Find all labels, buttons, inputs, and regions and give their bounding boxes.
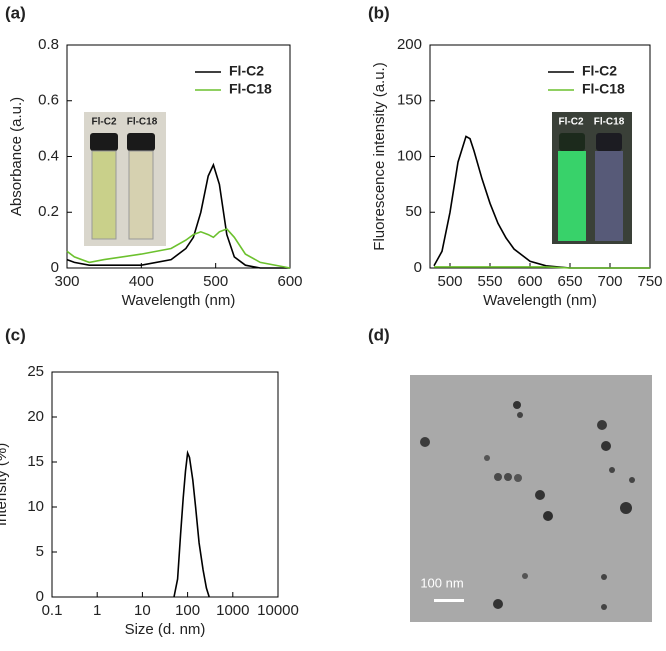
line-series — [434, 266, 650, 269]
x-tick-label: 650 — [557, 273, 582, 290]
x-tick-label: 600 — [277, 273, 302, 290]
y-tick-label: 0.2 — [38, 203, 59, 220]
x-tick-label: 600 — [517, 273, 542, 290]
y-tick-label: 15 — [27, 453, 44, 470]
x-tick-label: 400 — [129, 273, 154, 290]
x-tick-label: 700 — [597, 273, 622, 290]
inset-label: Fl-C18 — [594, 117, 625, 128]
legend-label: Fl-C18 — [582, 81, 625, 97]
y-axis-label: Fluorescence intensity (a.u.) — [371, 62, 388, 250]
x-tick-label: 500 — [203, 273, 228, 290]
x-tick-label: 1000 — [216, 602, 249, 619]
y-tick-label: 200 — [397, 36, 422, 53]
x-axis-label: Size (d. nm) — [125, 621, 206, 638]
y-tick-label: 0.8 — [38, 36, 59, 53]
x-tick-label: 750 — [637, 273, 662, 290]
y-tick-label: 0.6 — [38, 92, 59, 109]
y-tick-label: 100 — [397, 147, 422, 164]
inset-label: Fl-C2 — [92, 117, 117, 128]
panel-label: (c) — [5, 325, 26, 344]
x-axis-label: Wavelength (nm) — [483, 292, 597, 309]
x-tick-label: 550 — [477, 273, 502, 290]
y-tick-label: 20 — [27, 408, 44, 425]
y-tick-label: 50 — [405, 203, 422, 220]
y-tick-label: 25 — [27, 363, 44, 380]
x-tick-label: 1 — [93, 602, 101, 619]
inset-label: Fl-C2 — [559, 117, 584, 128]
y-tick-label: 0.4 — [38, 147, 59, 164]
panel-label: (a) — [5, 3, 26, 22]
y-tick-label: 5 — [36, 543, 44, 560]
x-axis-label: Wavelength (nm) — [122, 292, 236, 309]
inset-photo — [552, 112, 632, 244]
plot-frame — [51, 371, 279, 598]
y-tick-label: 0 — [51, 259, 59, 276]
x-tick-label: 500 — [437, 273, 462, 290]
line-series — [173, 449, 210, 598]
legend-label: Fl-C2 — [229, 63, 264, 79]
legend-label: Fl-C18 — [229, 81, 272, 97]
y-axis-label: Absorbance (a.u.) — [8, 97, 25, 216]
scale-bar-label: 100 nm — [420, 575, 463, 590]
x-tick-label: 10000 — [257, 602, 299, 619]
panel-label: (d) — [368, 325, 390, 344]
x-tick-label: 100 — [175, 602, 200, 619]
line-series — [66, 162, 290, 269]
y-tick-label: 150 — [397, 92, 422, 109]
x-tick-label: 300 — [54, 273, 79, 290]
line-series — [66, 228, 291, 269]
tem-image — [410, 375, 652, 622]
legend-label: Fl-C2 — [582, 63, 617, 79]
panel-label: (b) — [368, 3, 390, 22]
x-tick-label: 10 — [134, 602, 151, 619]
inset-label: Fl-C18 — [127, 117, 158, 128]
y-tick-label: 0 — [414, 259, 422, 276]
inset-photo — [84, 112, 166, 246]
y-axis-label: Intensity (%) — [0, 443, 10, 526]
y-tick-label: 10 — [27, 498, 44, 515]
y-tick-label: 0 — [36, 588, 44, 605]
x-tick-label: 0.1 — [42, 602, 63, 619]
